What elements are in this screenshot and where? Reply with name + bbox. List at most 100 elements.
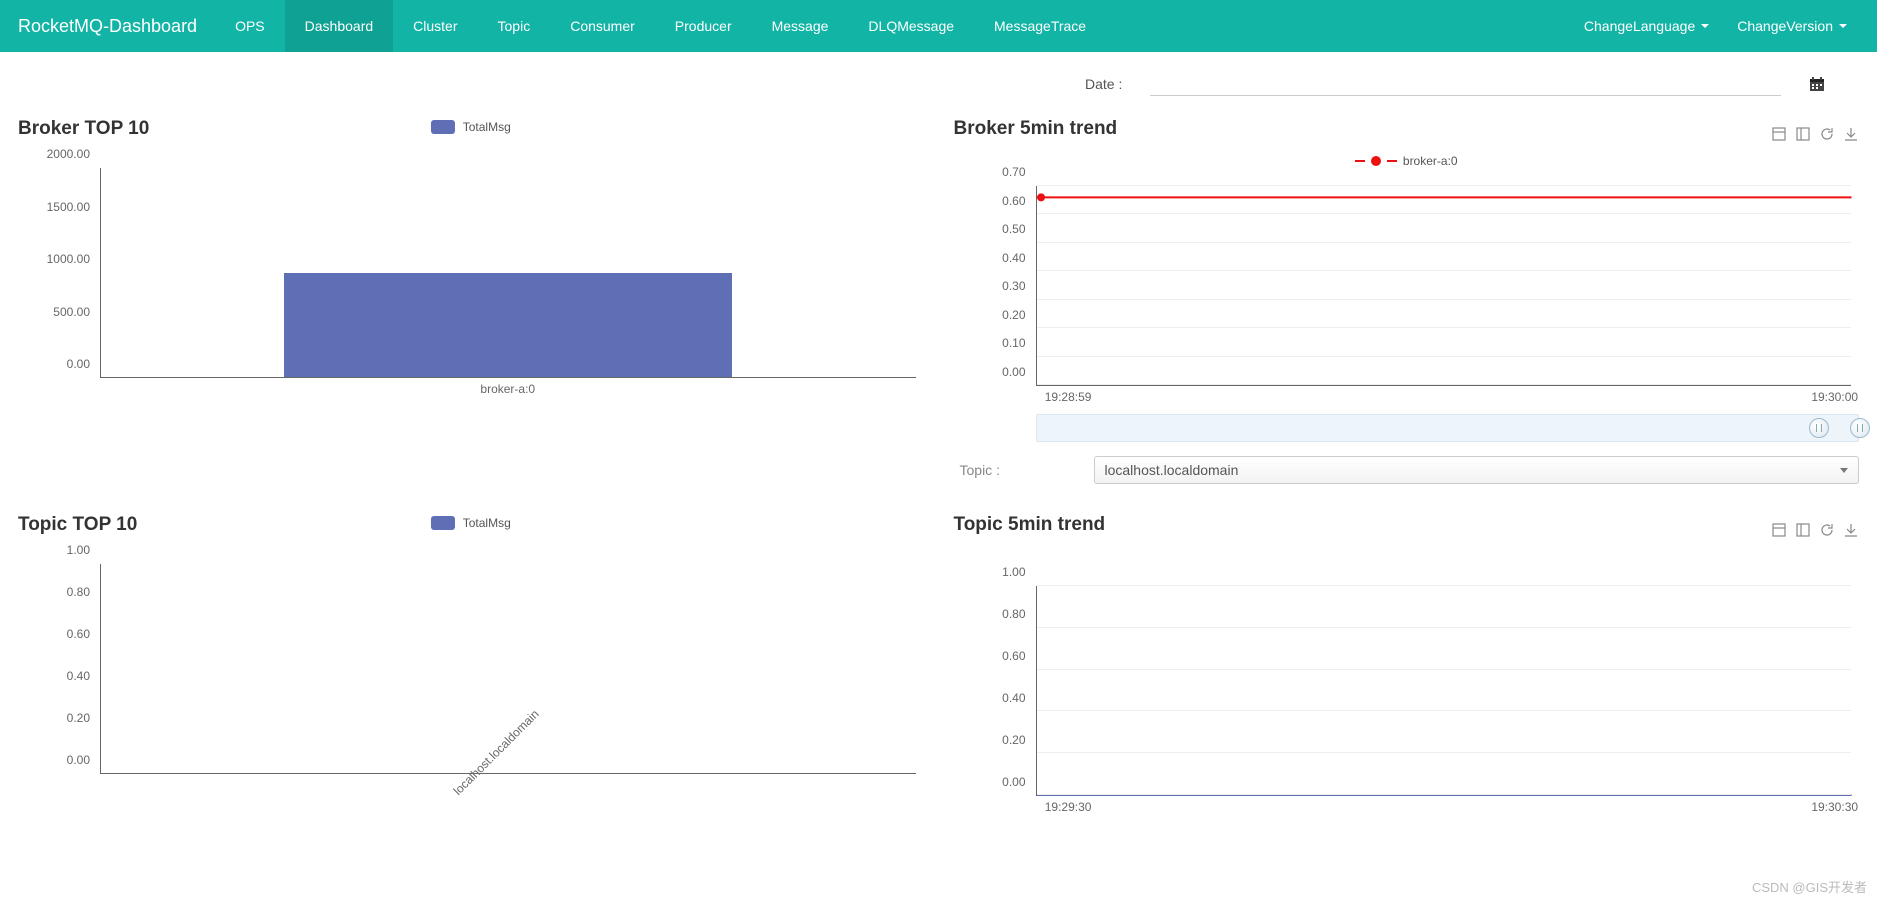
y-tick: 0.00 bbox=[67, 357, 90, 371]
zoom-area-icon[interactable] bbox=[1771, 522, 1787, 538]
topic-trend-panel: Topic 5min trend 0.00 0.20 0.40 0.60 0.80 1.0… bbox=[954, 514, 1860, 816]
zoom-reset-icon[interactable] bbox=[1795, 522, 1811, 538]
slider-handle-left[interactable] bbox=[1809, 418, 1829, 438]
topic-top10-title: Topic TOP 10 bbox=[18, 514, 137, 536]
y-tick: 0.20 bbox=[67, 711, 90, 725]
x-tick: 19:28:59 bbox=[1045, 390, 1092, 404]
y-tick: 0.50 bbox=[1002, 222, 1025, 236]
x-tick: 19:30:00 bbox=[1811, 390, 1858, 404]
caret-down-icon bbox=[1701, 24, 1709, 28]
legend-marker-icon bbox=[1371, 156, 1381, 166]
nav-dashboard[interactable]: Dashboard bbox=[285, 0, 394, 52]
y-tick: 0.00 bbox=[1002, 775, 1025, 789]
y-tick: 0.80 bbox=[67, 585, 90, 599]
nav-message[interactable]: Message bbox=[752, 0, 849, 52]
nav-ops[interactable]: OPS bbox=[215, 0, 285, 52]
topic-top10-panel: Topic TOP 10 TotalMsg 0.000.200.400.600.… bbox=[18, 514, 924, 816]
broker-top10-panel: Broker TOP 10 TotalMsg 0.00 500.00 1000.00… bbox=[18, 118, 924, 484]
grid-line bbox=[1037, 752, 1852, 753]
topic-select[interactable]: localhost.localdomain bbox=[1094, 456, 1860, 484]
slider-handle-right[interactable] bbox=[1850, 418, 1870, 438]
grid-line bbox=[1037, 242, 1852, 243]
x-tick: broker-a:0 bbox=[480, 382, 535, 396]
time-range-slider[interactable] bbox=[1036, 414, 1860, 442]
zoom-area-icon[interactable] bbox=[1771, 126, 1787, 142]
legend-line-icon bbox=[1387, 160, 1397, 162]
y-tick: 2000.00 bbox=[47, 147, 90, 161]
change-language-label: ChangeLanguage bbox=[1584, 18, 1695, 34]
y-tick: 0.60 bbox=[1002, 649, 1025, 663]
grid-line bbox=[1037, 384, 1852, 385]
watermark: CSDN @GIS开发者 bbox=[1752, 877, 1867, 896]
x-tick: 19:30:30 bbox=[1811, 800, 1858, 814]
y-tick: 500.00 bbox=[53, 305, 90, 319]
topic-top10-legend: TotalMsg bbox=[431, 516, 511, 530]
nav-messagetrace[interactable]: MessageTrace bbox=[974, 0, 1106, 52]
nav-topic[interactable]: Topic bbox=[478, 0, 551, 52]
top-navbar: RocketMQ-Dashboard OPS Dashboard Cluster… bbox=[0, 0, 1877, 52]
topic-trend-toolbox bbox=[1771, 522, 1859, 538]
grid-line bbox=[1037, 585, 1852, 586]
broker-top10-title: Broker TOP 10 bbox=[18, 118, 149, 140]
topic-select-value: localhost.localdomain bbox=[1105, 462, 1239, 478]
date-input[interactable] bbox=[1150, 72, 1781, 96]
nav-right: ChangeLanguage ChangeVersion bbox=[1570, 18, 1861, 34]
refresh-icon[interactable] bbox=[1819, 522, 1835, 538]
y-tick: 0.60 bbox=[1002, 194, 1025, 208]
y-tick: 1500.00 bbox=[47, 200, 90, 214]
change-version-label: ChangeVersion bbox=[1737, 18, 1833, 34]
y-tick: 0.80 bbox=[1002, 607, 1025, 621]
broker-trend-chart: 0.000.100.200.300.400.500.600.70 19:28:5… bbox=[954, 186, 1860, 406]
y-tick: 0.70 bbox=[1002, 165, 1025, 179]
nav-items: OPS Dashboard Cluster Topic Consumer Pro… bbox=[215, 0, 1106, 52]
calendar-icon[interactable] bbox=[1809, 76, 1825, 92]
y-tick: 0.20 bbox=[1002, 733, 1025, 747]
date-label: Date : bbox=[1085, 76, 1122, 92]
brand-title: RocketMQ-Dashboard bbox=[16, 16, 215, 37]
topic-select-label: Topic : bbox=[954, 462, 1074, 478]
y-tick: 0.00 bbox=[67, 753, 90, 767]
topic-trend-chart: 0.000.200.400.600.801.00 19:29:3019:30:3… bbox=[954, 586, 1860, 816]
legend-swatch-icon bbox=[431, 516, 455, 530]
y-tick: 0.40 bbox=[1002, 251, 1025, 265]
chevron-down-icon bbox=[1840, 468, 1848, 473]
grid-line bbox=[1037, 627, 1852, 628]
grid-line bbox=[1037, 710, 1852, 711]
y-tick: 0.10 bbox=[1002, 336, 1025, 350]
zoom-reset-icon[interactable] bbox=[1795, 126, 1811, 142]
broker-trend-legend: broker-a:0 bbox=[954, 154, 1860, 168]
change-language-dropdown[interactable]: ChangeLanguage bbox=[1570, 18, 1723, 34]
topic-trend-title: Topic 5min trend bbox=[954, 514, 1106, 536]
legend-label: TotalMsg bbox=[463, 120, 511, 134]
y-tick: 1.00 bbox=[67, 543, 90, 557]
y-tick: 0.00 bbox=[1002, 365, 1025, 379]
change-version-dropdown[interactable]: ChangeVersion bbox=[1723, 18, 1861, 34]
download-icon[interactable] bbox=[1843, 522, 1859, 538]
grid-line bbox=[1037, 185, 1852, 186]
legend-line-icon bbox=[1355, 160, 1365, 162]
grid-line bbox=[1037, 299, 1852, 300]
bar bbox=[284, 273, 732, 378]
grid-line bbox=[1037, 794, 1852, 795]
legend-series-label: broker-a:0 bbox=[1403, 154, 1458, 168]
date-filter: Date : bbox=[1055, 72, 1825, 96]
y-tick: 1000.00 bbox=[47, 252, 90, 266]
y-tick: 1.00 bbox=[1002, 565, 1025, 579]
x-tick: 19:29:30 bbox=[1045, 800, 1092, 814]
y-tick: 0.60 bbox=[67, 627, 90, 641]
grid-line bbox=[1037, 213, 1852, 214]
grid-line bbox=[1037, 270, 1852, 271]
grid-line bbox=[1037, 356, 1852, 357]
broker-trend-toolbox bbox=[1771, 126, 1859, 142]
grid-line bbox=[1037, 669, 1852, 670]
nav-consumer[interactable]: Consumer bbox=[550, 0, 655, 52]
grid-line bbox=[1037, 327, 1852, 328]
nav-dlqmessage[interactable]: DLQMessage bbox=[848, 0, 974, 52]
broker-top10-legend: TotalMsg bbox=[431, 120, 511, 134]
refresh-icon[interactable] bbox=[1819, 126, 1835, 142]
nav-producer[interactable]: Producer bbox=[655, 0, 752, 52]
broker-trend-panel: Broker 5min trend broker-a:0 0.000.100.2… bbox=[954, 118, 1860, 484]
nav-cluster[interactable]: Cluster bbox=[393, 0, 477, 52]
y-tick: 0.40 bbox=[1002, 691, 1025, 705]
download-icon[interactable] bbox=[1843, 126, 1859, 142]
